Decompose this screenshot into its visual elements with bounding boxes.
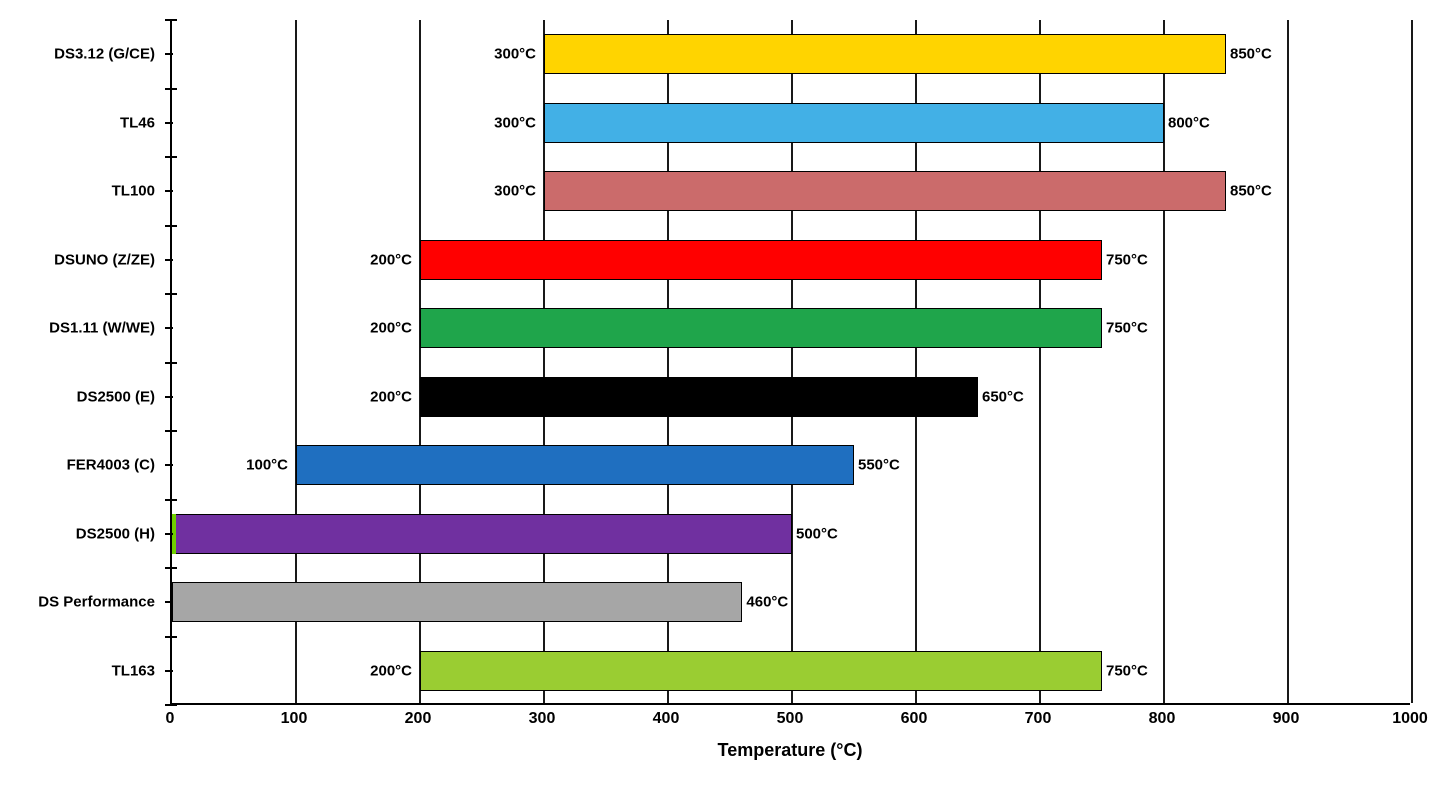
x-tick-label: 1000 (1392, 710, 1428, 728)
y-category-label: DS3.12 (G/CE) (54, 46, 155, 63)
range-bar (544, 103, 1164, 143)
bar-start-label: 300°C (494, 183, 542, 200)
y-tick (165, 499, 177, 501)
y-tick (165, 19, 177, 21)
y-tick (165, 430, 177, 432)
x-tick-label: 500 (777, 710, 804, 728)
x-tick-label: 900 (1273, 710, 1300, 728)
x-tick-label: 400 (653, 710, 680, 728)
x-tick-label: 100 (281, 710, 308, 728)
range-bar (420, 308, 1102, 348)
bar-end-label: 550°C (852, 457, 900, 474)
range-bar (420, 377, 978, 417)
y-tick-minor (165, 396, 173, 398)
bar-end-label: 850°C (1224, 46, 1272, 63)
range-bar (296, 445, 854, 485)
y-category-label: DS2500 (E) (77, 388, 155, 405)
range-bar (172, 582, 742, 622)
range-bar (172, 514, 792, 554)
x-tick-label: 600 (901, 710, 928, 728)
bar-start-label: 200°C (370, 320, 418, 337)
bar-start-label: 300°C (494, 114, 542, 131)
x-tick-label: 200 (405, 710, 432, 728)
y-tick-minor (165, 601, 173, 603)
y-tick (165, 88, 177, 90)
y-tick-minor (165, 464, 173, 466)
y-tick-minor (165, 533, 173, 535)
bar-start-label: 200°C (370, 388, 418, 405)
gridline (1411, 20, 1413, 703)
y-tick-minor (165, 259, 173, 261)
range-bar (420, 651, 1102, 691)
gridline (1287, 20, 1289, 703)
plot-area (170, 20, 1410, 705)
bar-end-label: 750°C (1100, 251, 1148, 268)
x-tick-label: 300 (529, 710, 556, 728)
y-category-label: DS2500 (H) (76, 525, 155, 542)
y-tick (165, 225, 177, 227)
y-tick-minor (165, 327, 173, 329)
bar-start-label: 200°C (370, 662, 418, 679)
y-category-label: DSUNO (Z/ZE) (54, 251, 155, 268)
bar-start-label: 200°C (370, 251, 418, 268)
bar-start-label: 100°C (246, 457, 294, 474)
bar-end-label: 800°C (1162, 114, 1210, 131)
y-tick-minor (165, 190, 173, 192)
y-tick-minor (165, 53, 173, 55)
x-axis-label: Temperature (°C) (170, 740, 1410, 761)
bar-end-label: 650°C (976, 388, 1024, 405)
y-tick (165, 156, 177, 158)
y-tick (165, 704, 177, 706)
x-tick-label: 0 (166, 710, 175, 728)
y-tick (165, 567, 177, 569)
y-category-label: TL163 (112, 662, 155, 679)
bar-end-label: 750°C (1100, 662, 1148, 679)
x-tick-label: 800 (1149, 710, 1176, 728)
bar-end-label: 500°C (790, 525, 838, 542)
range-bar (544, 171, 1226, 211)
range-bar (544, 34, 1226, 74)
y-tick (165, 636, 177, 638)
y-tick (165, 362, 177, 364)
y-category-label: TL100 (112, 183, 155, 200)
y-category-label: DS Performance (38, 594, 155, 611)
y-category-label: DS1.11 (W/WE) (49, 320, 155, 337)
temperature-range-chart: Temperature (°C) 0 100 200 300 400 500 600 700 8… (10, 10, 1435, 775)
range-bar (420, 240, 1102, 280)
x-tick-label: 700 (1025, 710, 1052, 728)
y-tick-minor (165, 670, 173, 672)
bar-end-label: 460°C (740, 594, 788, 611)
bar-end-label: 850°C (1224, 183, 1272, 200)
y-category-label: FER4003 (C) (67, 457, 155, 474)
bar-start-label: 300°C (494, 46, 542, 63)
y-category-label: TL46 (120, 114, 155, 131)
y-tick-minor (165, 122, 173, 124)
y-tick (165, 293, 177, 295)
bar-end-label: 750°C (1100, 320, 1148, 337)
